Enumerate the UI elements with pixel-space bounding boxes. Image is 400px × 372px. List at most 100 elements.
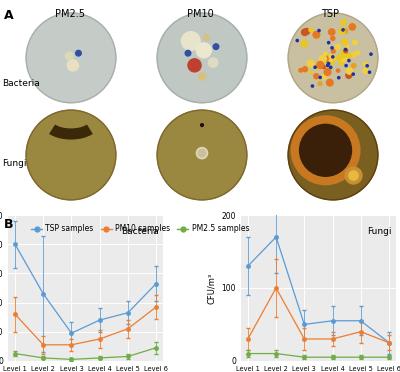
- Circle shape: [317, 66, 320, 70]
- Circle shape: [343, 52, 348, 57]
- Circle shape: [26, 13, 116, 103]
- Circle shape: [339, 61, 344, 65]
- Circle shape: [313, 31, 320, 38]
- Text: PM10: PM10: [187, 9, 213, 19]
- Circle shape: [318, 82, 322, 86]
- Circle shape: [326, 64, 329, 67]
- Circle shape: [318, 29, 320, 32]
- Circle shape: [342, 39, 348, 45]
- Circle shape: [185, 50, 191, 56]
- Circle shape: [345, 64, 347, 67]
- Circle shape: [309, 71, 312, 74]
- Circle shape: [356, 51, 360, 55]
- Circle shape: [366, 65, 368, 67]
- Circle shape: [157, 110, 247, 200]
- Circle shape: [314, 74, 319, 79]
- Circle shape: [204, 35, 210, 40]
- Circle shape: [338, 77, 340, 79]
- Circle shape: [304, 28, 310, 34]
- Circle shape: [26, 110, 116, 200]
- Text: TSP: TSP: [321, 9, 339, 19]
- Circle shape: [196, 148, 208, 159]
- Circle shape: [324, 52, 327, 55]
- Circle shape: [352, 64, 356, 68]
- Circle shape: [328, 29, 335, 35]
- Circle shape: [349, 171, 358, 180]
- Circle shape: [346, 68, 353, 74]
- Circle shape: [345, 167, 362, 184]
- Circle shape: [76, 50, 81, 56]
- Circle shape: [329, 59, 333, 62]
- Circle shape: [295, 119, 356, 181]
- Circle shape: [311, 85, 314, 87]
- Circle shape: [352, 73, 354, 75]
- Circle shape: [329, 55, 335, 62]
- Circle shape: [344, 50, 347, 53]
- Circle shape: [349, 24, 356, 30]
- Circle shape: [307, 60, 314, 67]
- Circle shape: [346, 73, 352, 78]
- Circle shape: [370, 53, 372, 55]
- Circle shape: [322, 65, 325, 68]
- Circle shape: [363, 68, 368, 74]
- Circle shape: [208, 58, 218, 67]
- Circle shape: [296, 39, 298, 42]
- Circle shape: [348, 60, 350, 62]
- Circle shape: [347, 54, 352, 58]
- Circle shape: [328, 42, 330, 44]
- Circle shape: [340, 58, 344, 61]
- Circle shape: [198, 150, 206, 157]
- Circle shape: [363, 62, 367, 66]
- Circle shape: [326, 61, 329, 64]
- Circle shape: [331, 36, 335, 41]
- Circle shape: [343, 29, 348, 33]
- Text: Bacteria: Bacteria: [2, 79, 40, 88]
- Circle shape: [339, 28, 345, 35]
- Circle shape: [288, 13, 378, 103]
- Circle shape: [67, 60, 78, 71]
- Circle shape: [182, 32, 200, 50]
- Circle shape: [328, 54, 335, 61]
- Circle shape: [213, 44, 219, 49]
- Circle shape: [340, 51, 347, 58]
- Circle shape: [65, 52, 73, 60]
- Circle shape: [328, 62, 330, 65]
- Text: B: B: [4, 218, 14, 231]
- Circle shape: [157, 13, 247, 103]
- Circle shape: [314, 66, 316, 68]
- Circle shape: [302, 29, 307, 34]
- Circle shape: [337, 55, 342, 60]
- Circle shape: [319, 55, 326, 62]
- Circle shape: [344, 48, 347, 51]
- Circle shape: [188, 59, 201, 72]
- Circle shape: [340, 55, 347, 61]
- Circle shape: [336, 69, 340, 72]
- Circle shape: [322, 74, 326, 79]
- Circle shape: [324, 68, 331, 76]
- Circle shape: [329, 54, 333, 58]
- Circle shape: [332, 56, 334, 58]
- Circle shape: [342, 29, 344, 31]
- Circle shape: [198, 73, 206, 80]
- Circle shape: [335, 44, 340, 49]
- Circle shape: [341, 20, 346, 25]
- Circle shape: [288, 110, 378, 200]
- Circle shape: [301, 41, 308, 47]
- Circle shape: [330, 60, 334, 64]
- Circle shape: [345, 45, 349, 49]
- Text: Fungi: Fungi: [367, 227, 391, 236]
- Circle shape: [302, 29, 308, 35]
- Circle shape: [353, 40, 357, 45]
- Text: A: A: [4, 9, 14, 22]
- Circle shape: [368, 71, 371, 73]
- Circle shape: [319, 76, 321, 78]
- Circle shape: [200, 124, 204, 126]
- Circle shape: [317, 61, 324, 68]
- Circle shape: [331, 47, 333, 49]
- Circle shape: [331, 49, 335, 53]
- Circle shape: [196, 43, 211, 58]
- Circle shape: [326, 79, 333, 86]
- Y-axis label: CFU/m³: CFU/m³: [207, 272, 216, 304]
- Circle shape: [324, 56, 331, 62]
- Legend: TSP samples, PM10 samples, PM2.5 samples: TSP samples, PM10 samples, PM2.5 samples: [28, 221, 252, 237]
